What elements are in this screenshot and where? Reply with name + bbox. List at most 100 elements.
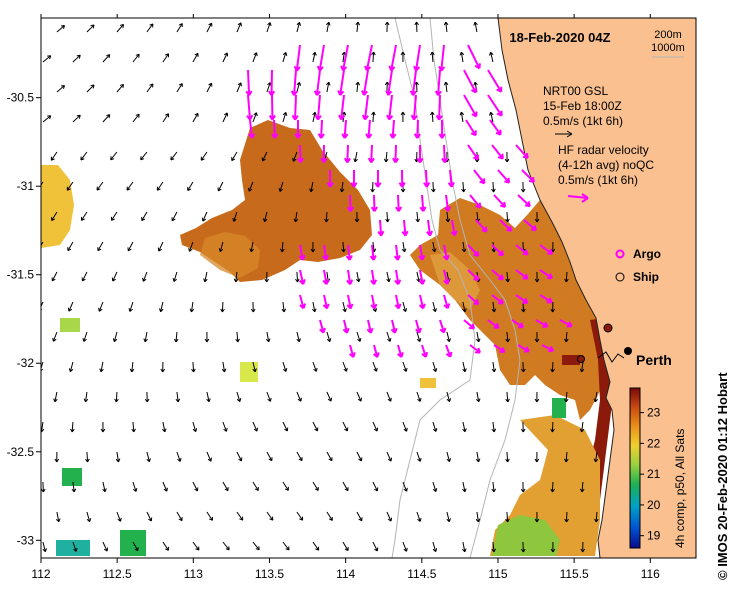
hf-arrow	[413, 119, 421, 139]
x-tick-label: 112	[31, 567, 50, 581]
wind-arrow	[252, 361, 257, 373]
hf-arrow	[475, 219, 488, 233]
wind-arrow	[534, 211, 540, 223]
wind-arrow	[431, 181, 436, 193]
wind-arrow	[206, 451, 212, 462]
ship-label: Ship	[633, 270, 659, 284]
wind-arrow	[85, 451, 90, 463]
hf-arrow	[313, 69, 321, 96]
wind-arrow	[221, 361, 227, 373]
wind-arrow	[476, 331, 481, 343]
wind-arrow	[579, 481, 585, 493]
wind-arrow	[385, 211, 390, 223]
colorbar-tick-label: 23	[647, 406, 661, 420]
y-tick-label: -31	[17, 179, 35, 193]
wind-arrow	[132, 53, 140, 63]
wind-arrow	[296, 451, 303, 462]
sst-patch-small-1	[60, 318, 80, 332]
wind-arrow	[296, 511, 304, 521]
wind-arrow	[110, 151, 118, 161]
wind-arrow	[236, 511, 244, 521]
y-tick-label: -32	[17, 356, 35, 370]
wind-arrow	[491, 181, 496, 193]
wind-arrow	[550, 421, 555, 433]
hf-arrow	[410, 94, 418, 121]
hf-arrow	[487, 94, 503, 117]
wind-arrow	[550, 541, 556, 553]
wind-arrow	[42, 55, 52, 63]
wind-arrow	[100, 421, 106, 433]
wind-arrow	[415, 211, 421, 223]
hf-arrow	[515, 294, 529, 304]
wind-arrow	[54, 451, 60, 463]
colorbar-tick-label: 19	[647, 529, 661, 543]
wind-arrow	[356, 271, 361, 283]
wind-arrow	[200, 151, 208, 161]
wind-arrow	[82, 331, 88, 342]
wind-arrow	[326, 331, 332, 342]
wind-arrow	[462, 541, 467, 553]
wind-arrow	[402, 421, 408, 432]
wind-arrow	[386, 451, 393, 462]
wind-arrow	[192, 112, 199, 123]
wind-arrow	[312, 481, 319, 491]
hf-arrow	[377, 219, 385, 237]
wind-arrow	[162, 113, 170, 123]
hf-arrow	[322, 244, 330, 261]
hf-legend-scale: 0.5m/s (1kt 6h)	[558, 173, 638, 187]
wind-arrow	[252, 421, 258, 432]
sst-patch-west-edge	[41, 165, 74, 248]
wind-arrow	[187, 181, 194, 191]
wind-arrow	[505, 451, 510, 463]
wind-legend-title: NRT00 GSL	[543, 84, 608, 98]
sst-patch-shelf-light	[430, 252, 480, 310]
wind-arrow	[443, 81, 449, 93]
hf-legend-title: HF radar velocity	[558, 143, 649, 157]
wind-arrow	[128, 301, 134, 312]
wind-arrow	[282, 112, 288, 123]
hf-arrow	[364, 44, 373, 72]
wind-arrow	[157, 241, 164, 252]
hf-arrow	[341, 119, 349, 139]
wind-arrow	[355, 81, 361, 93]
wind-arrow	[114, 391, 119, 403]
wind-arrow	[172, 271, 178, 282]
wind-arrow	[132, 113, 140, 123]
wind-arrow	[126, 181, 134, 191]
wind-arrow	[372, 361, 378, 372]
hf-legend-arrow	[567, 193, 589, 203]
hf-arrow	[401, 219, 409, 237]
wind-arrow	[564, 511, 569, 523]
hf-arrow	[343, 144, 351, 164]
wind-arrow	[206, 511, 213, 521]
wind-arrow	[594, 511, 599, 523]
wind-arrow	[550, 361, 555, 373]
wind-arrow	[462, 301, 467, 313]
hf-arrow	[298, 269, 306, 285]
hf-arrow	[443, 269, 450, 285]
wind-arrow	[356, 451, 363, 462]
hf-arrow	[497, 169, 511, 184]
wind-arrow	[326, 451, 333, 462]
hf-arrow	[385, 69, 393, 96]
wind-arrow	[372, 481, 379, 492]
hf-arrow	[361, 94, 369, 121]
sst-patches	[41, 120, 615, 556]
wind-legend-arrow	[555, 130, 573, 138]
wind-arrow	[489, 111, 494, 123]
wind-arrow	[142, 271, 148, 282]
hf-arrow	[499, 219, 513, 232]
hf-arrow	[398, 169, 406, 188]
hf-arrow	[365, 119, 373, 139]
wind-arrow	[222, 52, 229, 63]
hf-arrow	[367, 144, 375, 164]
hf-arrow	[394, 294, 402, 310]
wind-arrow	[579, 361, 585, 373]
hf-arrow	[442, 244, 450, 261]
wind-arrow	[292, 151, 298, 162]
wind-arrow	[312, 361, 318, 372]
wind-arrow	[416, 391, 422, 402]
wind-arrow	[462, 481, 467, 493]
wind-arrow	[281, 301, 287, 313]
wind-arrow	[175, 391, 181, 403]
